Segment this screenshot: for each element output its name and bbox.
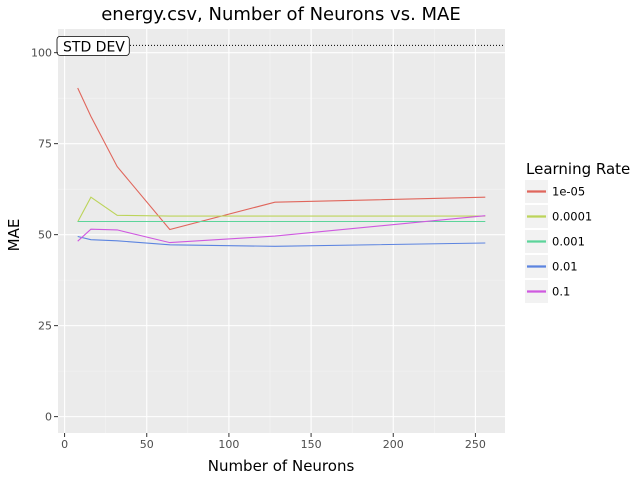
y-axis-title: MAE [5, 219, 23, 252]
legend: Learning Rate 1e-05 0.0001 0.001 0.01 0.1 [525, 160, 630, 303]
legend-label: 0.0001 [552, 210, 592, 224]
legend-label: 0.01 [552, 260, 578, 274]
std-dev-label-box [56, 35, 130, 56]
y-tick-label: 25 [38, 320, 52, 333]
plot-panel: STD DEV [56, 29, 505, 433]
y-tick-label: 50 [38, 229, 52, 242]
y-tick-label: 100 [31, 47, 52, 60]
x-tick-label: 200 [383, 438, 404, 451]
series-line-0.0001 [77, 196, 486, 223]
y-axis: 0 25 50 75 100 [31, 47, 58, 424]
legend-label: 1e-05 [552, 185, 585, 199]
x-tick-label: 100 [218, 438, 239, 451]
chart-title: energy.csv, Number of Neurons vs. MAE [101, 4, 461, 25]
legend-label: 0.001 [552, 235, 585, 249]
series-line-0.1 [77, 215, 486, 244]
series-line-0.01 [77, 235, 486, 247]
y-tick-label: 0 [45, 411, 52, 424]
std-dev-label: STD DEV [56, 35, 130, 56]
plot-background [58, 29, 505, 433]
x-tick-label: 50 [140, 438, 154, 451]
std-dev-label-text: STD DEV [63, 39, 125, 55]
x-axis-title: Number of Neurons [208, 457, 355, 475]
legend-label: 0.1 [552, 285, 570, 299]
x-tick-label: 150 [301, 438, 322, 451]
x-tick-label: 250 [465, 438, 486, 451]
legend-title: Learning Rate [526, 160, 630, 178]
x-axis: 0 50 100 150 200 250 [61, 433, 486, 451]
x-tick-label: 0 [61, 438, 68, 451]
y-tick-label: 75 [38, 138, 52, 151]
series-line-1e-05 [77, 87, 486, 231]
